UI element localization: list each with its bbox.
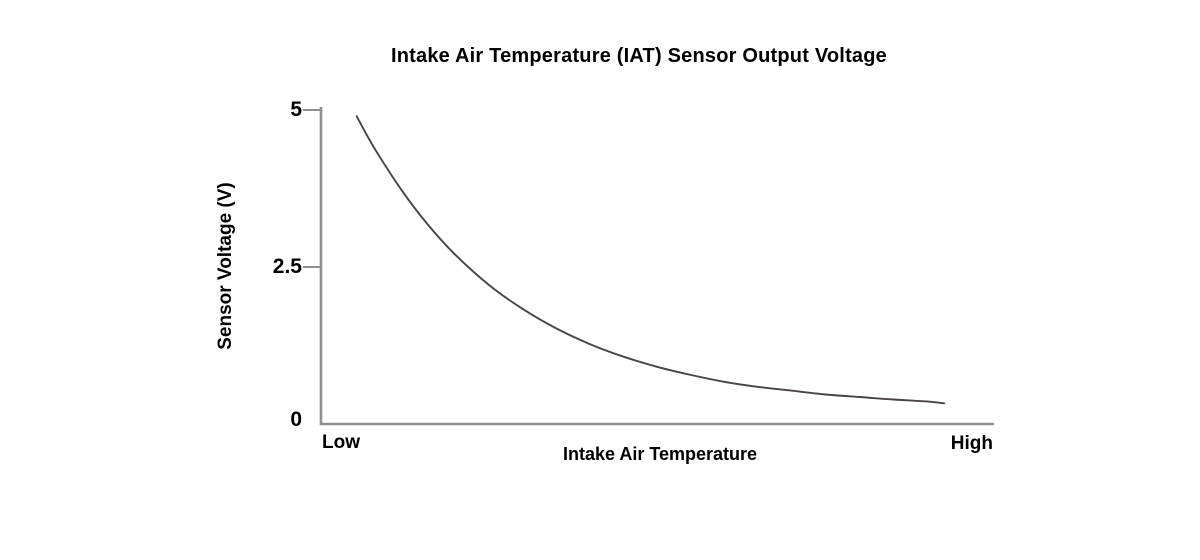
y-tick-label-2-5: 2.5 (272, 255, 302, 278)
x-tick-label-high: High (950, 433, 993, 454)
x-axis-title: Intake Air Temperature (562, 444, 758, 464)
x-tick-label-low: Low (322, 432, 360, 453)
y-tick-label-0: 0 (290, 408, 302, 431)
axis-lines (319, 107, 994, 426)
y-tick-label-5: 5 (290, 98, 302, 121)
chart-title: Intake Air Temperature (IAT) Sensor Outp… (391, 45, 887, 67)
sensor-voltage-curve (355, 115, 946, 405)
